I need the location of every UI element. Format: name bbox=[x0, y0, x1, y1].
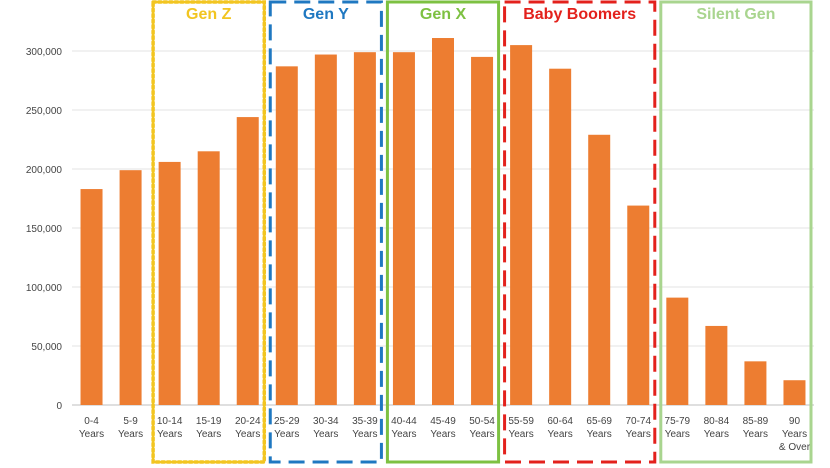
y-tick-label: 0 bbox=[56, 401, 62, 412]
bar bbox=[236, 117, 259, 405]
bar bbox=[158, 161, 181, 405]
generation-label: Silent Gen bbox=[696, 6, 775, 23]
bar bbox=[588, 134, 611, 405]
bar-layer bbox=[80, 38, 806, 406]
x-tick-label: 90 Years & Over bbox=[779, 416, 811, 453]
x-tick-label: 45-49 Years bbox=[430, 416, 456, 440]
generation-label: Baby Boomers bbox=[523, 6, 636, 23]
bar bbox=[471, 56, 494, 406]
x-tick-label: 25-29 Years bbox=[274, 416, 300, 440]
generation-box bbox=[659, 0, 813, 464]
bar bbox=[666, 297, 689, 405]
generation-layer: Gen Z Gen Y Gen X Baby Boomers Silent Gen bbox=[151, 0, 813, 464]
bar bbox=[705, 325, 728, 405]
generation-box bbox=[268, 0, 383, 464]
x-tick-label: 30-34 Years bbox=[313, 416, 339, 440]
generation-box bbox=[151, 0, 267, 464]
y-tick-label: 250,000 bbox=[26, 106, 63, 117]
x-tick-label: 40-44 Years bbox=[391, 416, 417, 440]
x-tick-label: 80-84 Years bbox=[704, 416, 730, 440]
x-tick-label: 65-69 Years bbox=[586, 416, 612, 440]
axis-layer: 0 50,000 100,000 150,000 200,000 250,000 300,0… bbox=[26, 47, 811, 453]
y-tick-label: 100,000 bbox=[26, 283, 63, 294]
bar bbox=[80, 189, 103, 405]
x-tick-label: 5-9 Years bbox=[118, 416, 143, 440]
bar bbox=[432, 38, 454, 406]
bar bbox=[510, 45, 533, 405]
bar bbox=[353, 52, 376, 406]
y-tick-label: 150,000 bbox=[26, 224, 63, 235]
x-tick-label: 50-54 Years bbox=[469, 416, 495, 440]
bar bbox=[627, 205, 650, 405]
bar bbox=[392, 52, 415, 406]
bar bbox=[783, 380, 806, 405]
bar bbox=[744, 361, 767, 405]
x-tick-label: 15-19 Years bbox=[196, 416, 222, 440]
y-tick-label: 200,000 bbox=[26, 165, 63, 176]
x-tick-label: 0-4 Years bbox=[79, 416, 104, 440]
bar bbox=[197, 151, 220, 405]
bar bbox=[549, 68, 572, 405]
x-tick-label: 10-14 Years bbox=[157, 416, 183, 440]
generation-box bbox=[503, 0, 657, 464]
bar bbox=[119, 170, 142, 405]
x-tick-label: 20-24 Years bbox=[235, 416, 261, 440]
x-tick-label: 75-79 Years bbox=[665, 416, 691, 440]
y-tick-label: 50,000 bbox=[31, 342, 62, 353]
x-tick-label: 55-59 Years bbox=[508, 416, 534, 440]
bar bbox=[314, 54, 337, 405]
x-tick-label: 70-74 Years bbox=[625, 416, 651, 440]
bar bbox=[275, 66, 298, 405]
generation-box bbox=[385, 0, 501, 464]
x-tick-label: 85-89 Years bbox=[743, 416, 769, 440]
generation-label: Gen Y bbox=[303, 6, 349, 23]
x-tick-label: 35-39 Years bbox=[352, 416, 378, 440]
generation-label: Gen X bbox=[420, 6, 467, 23]
x-tick-label: 60-64 Years bbox=[547, 416, 573, 440]
generation-label: Gen Z bbox=[186, 6, 232, 23]
y-tick-label: 300,000 bbox=[26, 47, 63, 58]
